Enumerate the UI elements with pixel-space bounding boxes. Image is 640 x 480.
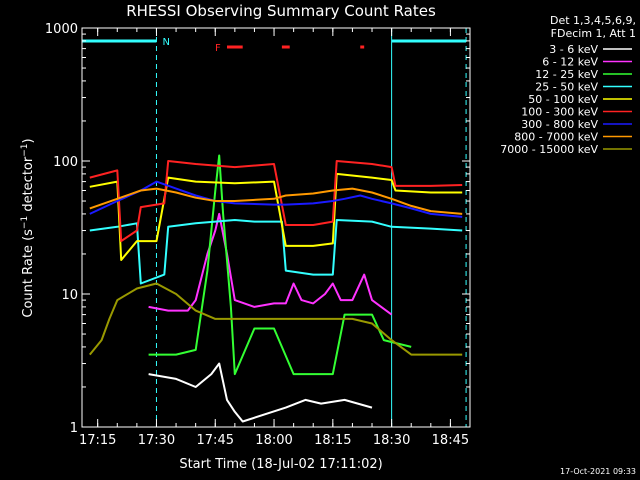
ylabel-main: Count Rate (s [21, 229, 36, 318]
series-line-300-800kev [89, 180, 463, 218]
plot-frame [81, 27, 471, 428]
x-tick-label-1715: 17:15 [79, 433, 116, 448]
x-tick-label-1845: 18:45 [432, 433, 469, 448]
legend-entry-50-100kev: 50 - 100 keV [528, 93, 598, 106]
series-layer [89, 154, 463, 423]
night-flag-label: N [162, 37, 169, 48]
series-line-12-25kev [148, 154, 412, 376]
series-line-100-300kev [89, 160, 463, 243]
y-tick-label-100: 100 [53, 155, 78, 170]
ylabel-sup1: −1 [20, 216, 30, 229]
x-tick-label-1830: 18:30 [373, 433, 410, 448]
legend-entry-7000-15000kev: 7000 - 15000 keV [500, 143, 598, 156]
svg-text:Count Rate (s−1 detector−1): Count Rate (s−1 detector−1) [20, 138, 36, 317]
ylabel-mid: detector [21, 156, 36, 216]
y-axis-label: Count Rate (s−1 detector−1) [20, 138, 36, 317]
legend-entry-25-50kev: 25 - 50 keV [535, 81, 598, 94]
flags-layer: NF [82, 37, 467, 54]
x-tick-label-1730: 17:30 [138, 433, 175, 448]
y-tick-label-1: 1 [70, 421, 78, 436]
x-tick-label-1815: 18:15 [314, 433, 351, 448]
series-line-3-6kev [148, 362, 373, 423]
y-tick-label-10: 10 [61, 288, 78, 303]
series-line-50-100kev [89, 172, 463, 261]
chart-title: RHESSI Observing Summary Count Rates [126, 2, 436, 20]
timestamp: 17-Oct-2021 09:33 [560, 467, 636, 476]
y-tick-label-1000: 1000 [45, 22, 78, 37]
ylabel-end: ) [21, 138, 36, 143]
axes: 1 10 100 1000 17:15 17:30 17:45 18:00 18:15 18:30… [45, 22, 471, 448]
ylabel-sup2: −1 [20, 143, 30, 156]
series-line-800-7000kev [89, 187, 463, 215]
detector-info-line1: Det 1,3,4,5,6,9, [550, 14, 636, 27]
detector-info-line2: FDecim 1, Att 1 [551, 27, 636, 40]
legend-entry-6-12kev: 6 - 12 keV [542, 56, 598, 69]
series-line-7000-15000kev [89, 282, 463, 356]
flare-flag-label: F [215, 43, 221, 54]
x-tick-label-1745: 17:45 [197, 433, 234, 448]
legend-entry-12-25kev: 12 - 25 keV [535, 68, 598, 81]
series-line-6-12kev [148, 212, 393, 316]
x-tick-label-1800: 18:00 [255, 433, 292, 448]
legend-entry-300-800kev: 300 - 800 keV [521, 118, 598, 131]
series-line-25-50kev [89, 219, 463, 285]
legend-entry-3-6kev: 3 - 6 keV [549, 43, 598, 56]
legend-entry-800-7000kev: 800 - 7000 keV [514, 131, 598, 144]
legend-entry-100-300kev: 100 - 300 keV [521, 106, 598, 119]
x-axis-label: Start Time (18-Jul-02 17:11:02) [179, 457, 382, 472]
